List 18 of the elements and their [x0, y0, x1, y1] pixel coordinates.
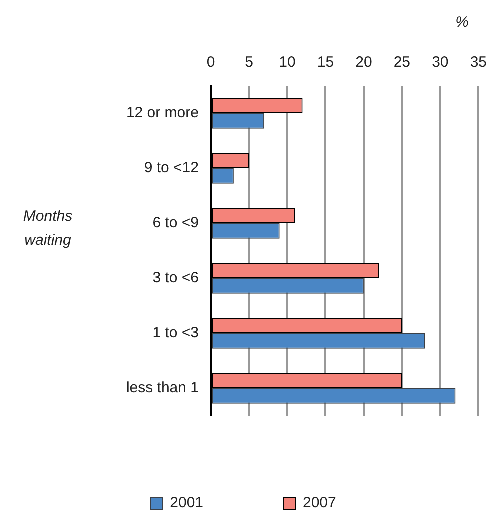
y-tick-label: 6 to <9 — [152, 214, 199, 232]
x-tick-label: 35 — [470, 54, 487, 72]
legend-label: 2001 — [170, 494, 204, 512]
x-tick-label: 10 — [279, 54, 296, 72]
x-tick-label: 5 — [245, 54, 254, 72]
y-axis-title: Months waiting — [22, 207, 74, 251]
y-tick-label: 9 to <12 — [144, 160, 199, 177]
legend-label: 2007 — [303, 494, 336, 512]
x-axis-title: % — [456, 14, 469, 31]
x-tick-label: 30 — [432, 54, 449, 72]
x-tick-label: 25 — [394, 54, 411, 72]
y-tick-label: less than 1 — [126, 380, 199, 397]
x-tick-label: 20 — [356, 54, 372, 72]
y-tick-label: 1 to <3 — [152, 324, 199, 342]
y-tick-label: 12 or more — [126, 104, 199, 122]
y-tick-label: 3 to <6 — [152, 270, 199, 287]
x-tick-label: 0 — [206, 54, 216, 72]
x-tick-label: 15 — [317, 54, 334, 72]
